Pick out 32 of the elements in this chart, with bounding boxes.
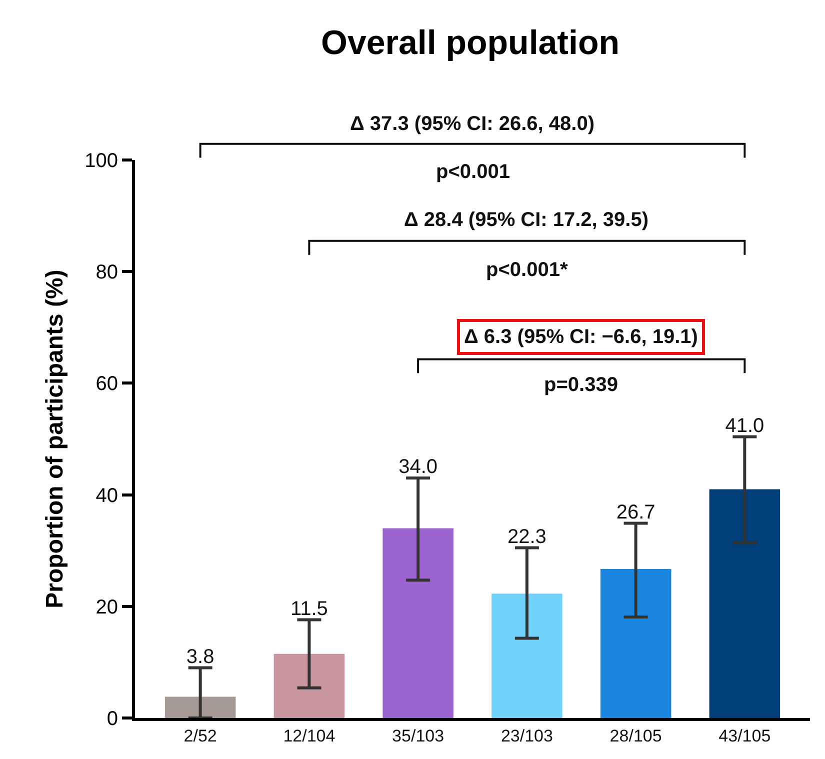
- data-label: 3.8: [186, 646, 214, 668]
- annotation: p<0.001*: [486, 259, 568, 281]
- data-label: 34.0: [398, 456, 438, 478]
- bar: [274, 654, 345, 718]
- text: Δ 37.3 (95% CI: 26.6, 48.0): [350, 113, 595, 135]
- annotation: p<0.001: [436, 161, 510, 183]
- annotation: Δ 28.4 (95% CI: 17.2, 39.5): [404, 209, 649, 231]
- data-label: 41.0: [725, 414, 764, 437]
- annotation: p=0.339: [544, 374, 618, 396]
- x-tick-label: 43/105: [718, 726, 771, 746]
- bar: [492, 594, 562, 718]
- x-tick-label: 23/103: [500, 726, 553, 746]
- y-tick-label: 0: [106, 708, 118, 730]
- y-tick-label: 100: [84, 150, 118, 172]
- bar: [709, 489, 780, 718]
- bar: [382, 528, 454, 718]
- y-tick-label: 40: [96, 484, 118, 507]
- y-axis-title: Proportion of participants (%): [42, 270, 69, 608]
- data-label: 22.3: [507, 526, 546, 548]
- x-tick-label: 35/103: [392, 726, 444, 746]
- y-tick-label: 60: [96, 373, 118, 396]
- data-label: 11.5: [290, 598, 328, 620]
- y-tick-label: 80: [96, 262, 118, 284]
- annotation: Δ 6.3 (95% CI: −6.6, 19.1): [464, 326, 698, 348]
- bar: [600, 569, 672, 718]
- data-label: 26.7: [616, 501, 656, 524]
- x-tick-label: 12/104: [283, 726, 336, 746]
- chart-title: Overall population: [321, 24, 620, 62]
- y-tick-label: 20: [96, 596, 118, 618]
- bar: [164, 696, 236, 718]
- x-tick-label: 2/52: [184, 726, 217, 746]
- x-tick-label: 28/105: [610, 726, 662, 746]
